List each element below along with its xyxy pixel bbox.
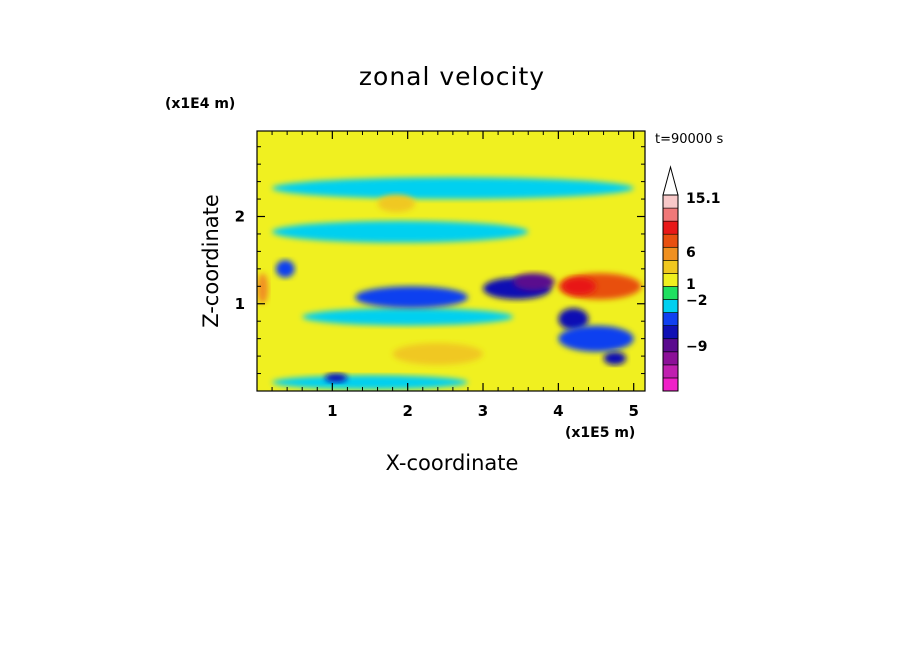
x-tick-label: 5 [628, 402, 638, 420]
y-axis-ticks: 12 [235, 146, 645, 375]
colorbar-segment [662, 325, 679, 340]
colorbar-segment [662, 299, 679, 313]
y-axis-unit: (x1E4 m) [165, 96, 235, 112]
colorbar-segment [662, 364, 679, 379]
contour-region [272, 177, 634, 200]
colorbar-segment [662, 194, 679, 209]
y-tick-label: 2 [235, 208, 245, 226]
contour-region [558, 325, 634, 352]
y-tick-label: 1 [235, 295, 245, 313]
colorbar-segment [662, 233, 679, 248]
colorbar-segment [662, 246, 679, 261]
contour-region [324, 373, 348, 383]
contour-region [257, 273, 269, 304]
colorbar-segment [662, 220, 679, 235]
x-axis-unit: (x1E5 m) [565, 425, 635, 441]
contour-region [302, 308, 514, 326]
plot-frame [256, 130, 646, 392]
contour-region [275, 260, 295, 278]
colorbar-segment [662, 286, 679, 300]
x-tick-label: 4 [553, 402, 563, 420]
x-tick-label: 1 [327, 402, 337, 420]
colorbar-overflow-triangle [662, 165, 679, 196]
x-axis-label: X-coordinate [386, 451, 519, 475]
colorbar-label: −9 [686, 339, 707, 355]
colorbar-segment [662, 377, 679, 392]
time-label: t=90000 s [655, 132, 723, 147]
x-tick-label: 3 [478, 402, 488, 420]
x-tick-label: 2 [402, 402, 412, 420]
contour-regions [257, 131, 645, 391]
colorbar-label: 1 [686, 277, 696, 293]
colorbar: 15.1 6 1−2 −9 [662, 165, 721, 392]
contour-region [272, 220, 529, 243]
contour-region [377, 194, 416, 213]
colorbar-frame [662, 194, 679, 392]
colorbar-segment [662, 338, 679, 353]
contour-region [354, 286, 468, 309]
contour-region [392, 343, 484, 365]
colorbar-label: −2 [686, 293, 707, 309]
colorbar-label: 6 [686, 245, 696, 261]
colorbar-segment [662, 207, 679, 222]
contour-region [562, 277, 597, 296]
x-axis-ticks: 1 2 3 4 5 [271, 131, 639, 420]
contour-region [272, 375, 468, 390]
contour-region [558, 308, 589, 330]
colorbar-segment [662, 351, 679, 366]
colorbar-segment [662, 260, 679, 274]
y-axis-label: Z-coordinate [199, 194, 223, 328]
colorbar-segment [662, 273, 679, 287]
contour-region [513, 273, 555, 291]
chart-title: zonal velocity [359, 62, 545, 91]
colorbar-segment [662, 312, 679, 326]
colorbar-label: 15.1 [686, 191, 721, 207]
contour-region [603, 351, 627, 365]
